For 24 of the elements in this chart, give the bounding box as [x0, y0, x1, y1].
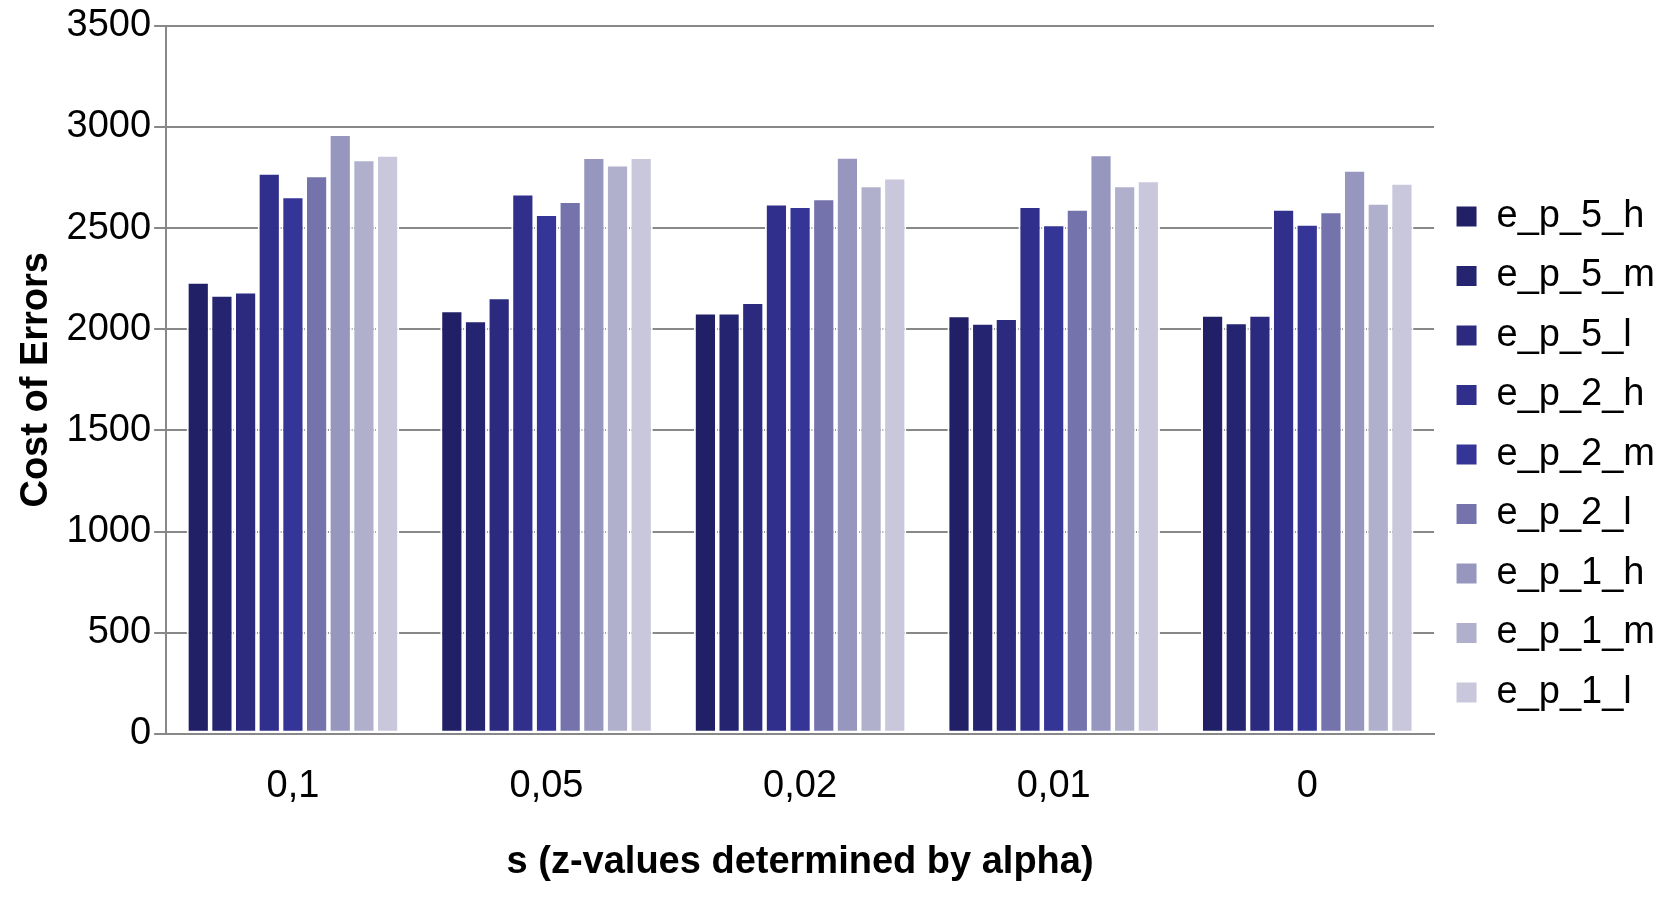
y-tick-label: 1500 — [66, 406, 152, 449]
x-tick-label: 0,05 — [509, 763, 584, 806]
legend-label: e_p_2_h — [1496, 371, 1645, 414]
legend-label: e_p_1_h — [1496, 549, 1645, 592]
y-tick-label: 0 — [129, 710, 152, 753]
y-tick-label: 3500 — [66, 2, 152, 45]
x-tick-label: 0,02 — [763, 763, 838, 806]
legend-label: e_p_2_m — [1496, 430, 1656, 473]
y-tick-label: 1000 — [66, 508, 152, 550]
x-tick-label: 0,01 — [1016, 763, 1091, 806]
y-tick-label: 3000 — [66, 103, 152, 146]
y-tick-label: 500 — [87, 609, 152, 652]
legend-label: e_p_5_l — [1496, 311, 1632, 354]
x-tick-label: 0,1 — [266, 763, 320, 806]
y-tick-label: 2000 — [66, 305, 152, 348]
x-tick-label: 0 — [1296, 763, 1318, 806]
legend-label: e_p_5_m — [1496, 252, 1656, 295]
legend-label: e_p_5_h — [1496, 192, 1645, 235]
y-tick-label: 2500 — [66, 204, 152, 247]
x-axis-title: s (z-values determined by alpha) — [506, 838, 1094, 881]
legend-label: e_p_2_l — [1496, 490, 1632, 533]
legend-label: e_p_1_m — [1496, 609, 1656, 652]
y-axis-title: Cost of Errors — [13, 252, 56, 508]
legend-label: e_p_1_l — [1496, 668, 1632, 711]
